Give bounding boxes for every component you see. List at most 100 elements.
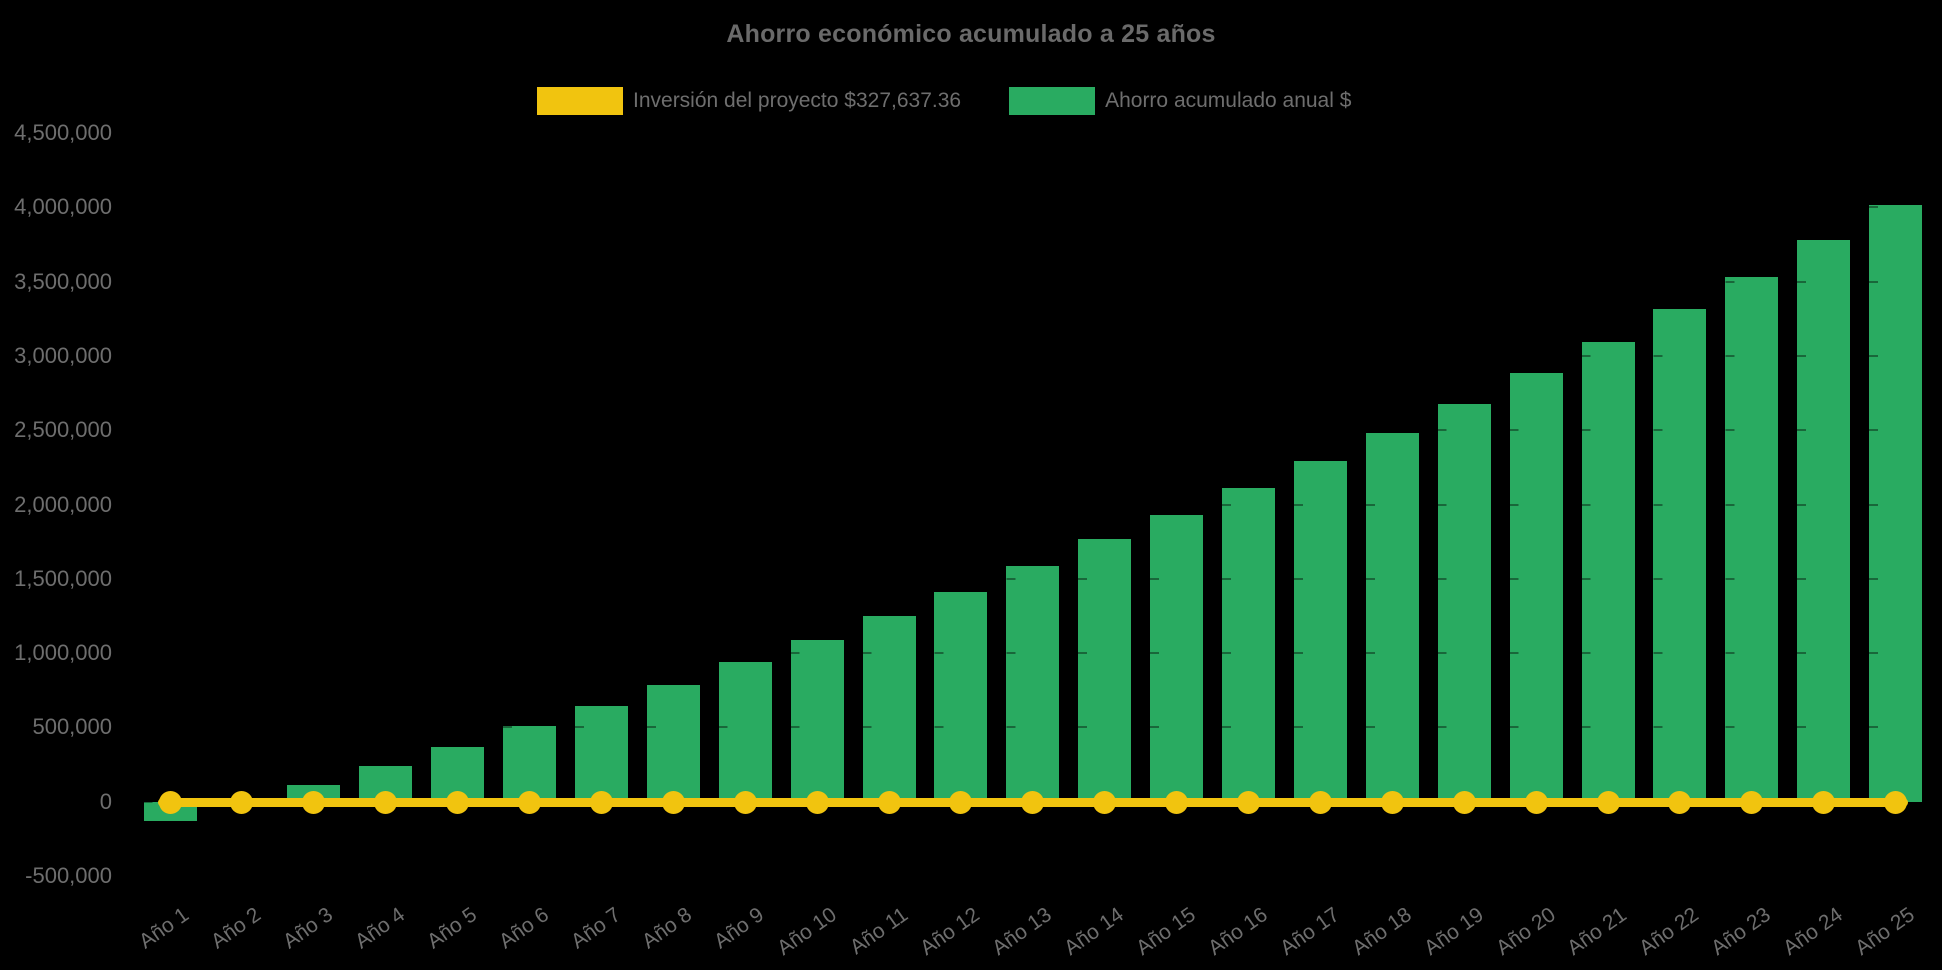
bar-año-12[interactable]	[934, 592, 988, 802]
point-año-16[interactable]	[1237, 790, 1260, 814]
point-año-13[interactable]	[1021, 790, 1045, 814]
y-tick-4,000,000: 4,000,000	[14, 194, 112, 220]
x-tick-año-21: Año 21	[1563, 903, 1632, 961]
point-año-3[interactable]	[302, 790, 326, 814]
x-tick-año-19: Año 19	[1419, 903, 1488, 961]
x-tick-año-10: Año 10	[772, 903, 841, 961]
bar-año-19[interactable]	[1437, 404, 1491, 802]
x-tick-año-18: Año 18	[1347, 903, 1416, 961]
x-tick-año-23: Año 23	[1707, 903, 1776, 961]
gridline	[130, 503, 1930, 506]
point-año-4[interactable]	[374, 790, 398, 814]
bar-año-14[interactable]	[1078, 538, 1132, 802]
legend-item-inversion[interactable]: Inversión del proyecto $327,637.36	[537, 87, 961, 115]
point-año-9[interactable]	[733, 790, 757, 814]
y-tick-500,000: 500,000	[32, 714, 112, 740]
point-año-20[interactable]	[1524, 790, 1548, 814]
legend-swatch-inversion	[537, 87, 623, 115]
bar-año-18[interactable]	[1365, 433, 1419, 802]
gridline	[130, 875, 1930, 877]
x-tick-año-12: Año 12	[916, 903, 985, 961]
gridline	[130, 354, 1930, 357]
bar-año-8[interactable]	[646, 684, 700, 802]
x-tick-año-7: Año 7	[566, 903, 625, 954]
point-año-2[interactable]	[230, 790, 254, 814]
y-tick-1,000,000: 1,000,000	[14, 640, 112, 666]
bar-año-7[interactable]	[574, 706, 628, 802]
gridline	[130, 206, 1930, 209]
gridline	[130, 132, 1930, 134]
bar-año-24[interactable]	[1797, 240, 1851, 802]
x-tick-año-24: Año 24	[1779, 903, 1847, 961]
x-tick-año-2: Año 2	[206, 903, 266, 954]
y-tick-0: 0	[99, 788, 112, 814]
x-tick-año-4: Año 4	[350, 903, 409, 954]
y-tick-2,500,000: 2,500,000	[14, 417, 112, 443]
x-tick-año-15: Año 15	[1132, 903, 1200, 961]
legend-label-ahorro: Ahorro acumulado anual $	[1105, 89, 1352, 112]
point-año-6[interactable]	[518, 790, 541, 814]
x-tick-año-9: Año 9	[710, 903, 769, 954]
x-tick-año-11: Año 11	[845, 903, 913, 960]
point-año-12[interactable]	[949, 790, 973, 814]
x-tick-año-1: Año 1	[135, 903, 194, 954]
bar-año-15[interactable]	[1150, 515, 1204, 802]
x-tick-año-20: Año 20	[1491, 903, 1560, 961]
point-año-24[interactable]	[1812, 790, 1836, 814]
point-año-22[interactable]	[1668, 790, 1692, 814]
bar-año-20[interactable]	[1509, 373, 1563, 802]
y-tick-2,000,000: 2,000,000	[14, 491, 112, 517]
x-tick-año-25: Año 25	[1851, 903, 1919, 961]
bar-año-25[interactable]	[1869, 204, 1923, 802]
point-año-10[interactable]	[805, 790, 829, 814]
chart-legend: Inversión del proyecto $327,637.36 Ahorr…	[537, 87, 1351, 115]
gridline	[130, 577, 1930, 580]
point-año-8[interactable]	[661, 790, 685, 814]
bar-año-10[interactable]	[790, 640, 844, 802]
legend-item-ahorro[interactable]: Ahorro acumulado anual $	[1009, 87, 1351, 115]
bar-año-17[interactable]	[1293, 460, 1347, 802]
x-tick-año-6: Año 6	[494, 903, 553, 954]
point-año-19[interactable]	[1452, 790, 1476, 814]
gridline	[130, 726, 1930, 729]
x-tick-año-16: Año 16	[1203, 903, 1272, 961]
x-tick-año-13: Año 13	[988, 903, 1057, 961]
point-año-25[interactable]	[1884, 790, 1908, 814]
chart-title: Ahorro económico acumulado a 25 años	[726, 20, 1216, 48]
gridline	[130, 280, 1930, 283]
x-tick-año-5: Año 5	[422, 903, 481, 954]
x-tick-año-3: Año 3	[278, 903, 338, 954]
y-tick-1,500,000: 1,500,000	[14, 565, 112, 591]
point-año-18[interactable]	[1380, 790, 1404, 814]
point-año-15[interactable]	[1165, 790, 1189, 814]
bar-año-6[interactable]	[503, 726, 556, 802]
y-tick--500,000: -500,000	[25, 863, 112, 888]
bar-año-22[interactable]	[1653, 309, 1707, 802]
point-año-17[interactable]	[1308, 790, 1332, 814]
bar-año-21[interactable]	[1581, 342, 1635, 802]
point-año-23[interactable]	[1740, 790, 1764, 814]
bar-año-11[interactable]	[862, 615, 916, 802]
x-tick-año-17: Año 17	[1275, 903, 1344, 961]
point-año-14[interactable]	[1093, 790, 1117, 814]
bar-año-16[interactable]	[1222, 488, 1275, 802]
point-año-1[interactable]	[158, 790, 182, 814]
x-tick-año-14: Año 14	[1060, 903, 1128, 961]
y-tick-3,500,000: 3,500,000	[14, 268, 112, 294]
point-año-21[interactable]	[1596, 790, 1620, 814]
point-año-5[interactable]	[446, 790, 470, 814]
x-tick-año-8: Año 8	[638, 903, 697, 954]
point-año-7[interactable]	[589, 790, 613, 814]
bar-año-13[interactable]	[1006, 566, 1060, 802]
gridline	[130, 429, 1930, 432]
bar-año-23[interactable]	[1725, 276, 1779, 802]
gridline	[130, 652, 1930, 655]
bar-año-9[interactable]	[718, 661, 772, 802]
x-tick-año-22: Año 22	[1635, 903, 1704, 961]
legend-swatch-ahorro	[1009, 87, 1096, 115]
legend-label-inversion: Inversión del proyecto $327,637.36	[633, 89, 962, 112]
y-tick-3,000,000: 3,000,000	[14, 342, 112, 368]
point-año-11[interactable]	[877, 790, 901, 814]
